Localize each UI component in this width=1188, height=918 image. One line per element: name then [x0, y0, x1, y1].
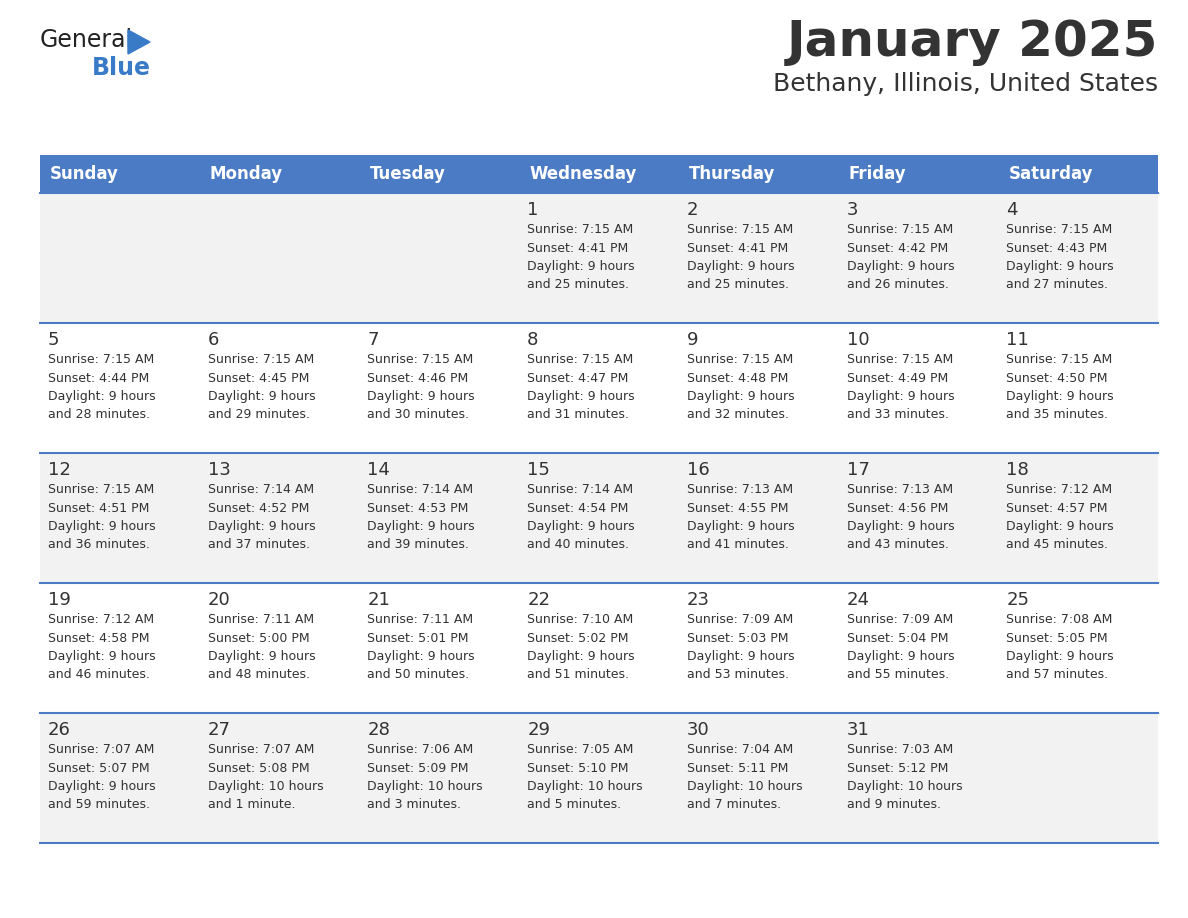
- Text: Sunrise: 7:08 AM
Sunset: 5:05 PM
Daylight: 9 hours
and 57 minutes.: Sunrise: 7:08 AM Sunset: 5:05 PM Dayligh…: [1006, 613, 1114, 681]
- Bar: [678, 155, 839, 193]
- Bar: [40, 453, 1158, 583]
- Text: 18: 18: [1006, 461, 1029, 479]
- Text: Bethany, Illinois, United States: Bethany, Illinois, United States: [773, 72, 1158, 96]
- Text: 22: 22: [527, 591, 550, 609]
- Text: 13: 13: [208, 461, 230, 479]
- Text: Sunrise: 7:15 AM
Sunset: 4:44 PM
Daylight: 9 hours
and 28 minutes.: Sunrise: 7:15 AM Sunset: 4:44 PM Dayligh…: [48, 353, 156, 421]
- Text: 27: 27: [208, 721, 230, 739]
- Text: 30: 30: [687, 721, 709, 739]
- Text: 4: 4: [1006, 201, 1018, 219]
- Bar: [40, 583, 1158, 713]
- Text: 29: 29: [527, 721, 550, 739]
- Text: Sunrise: 7:11 AM
Sunset: 5:01 PM
Daylight: 9 hours
and 50 minutes.: Sunrise: 7:11 AM Sunset: 5:01 PM Dayligh…: [367, 613, 475, 681]
- Text: 28: 28: [367, 721, 391, 739]
- Text: Sunrise: 7:15 AM
Sunset: 4:41 PM
Daylight: 9 hours
and 25 minutes.: Sunrise: 7:15 AM Sunset: 4:41 PM Dayligh…: [687, 223, 795, 292]
- Text: Sunrise: 7:15 AM
Sunset: 4:46 PM
Daylight: 9 hours
and 30 minutes.: Sunrise: 7:15 AM Sunset: 4:46 PM Dayligh…: [367, 353, 475, 421]
- Text: 3: 3: [847, 201, 858, 219]
- Text: 24: 24: [847, 591, 870, 609]
- Text: Sunrise: 7:04 AM
Sunset: 5:11 PM
Daylight: 10 hours
and 7 minutes.: Sunrise: 7:04 AM Sunset: 5:11 PM Dayligh…: [687, 743, 802, 812]
- Text: Sunrise: 7:15 AM
Sunset: 4:42 PM
Daylight: 9 hours
and 26 minutes.: Sunrise: 7:15 AM Sunset: 4:42 PM Dayligh…: [847, 223, 954, 292]
- Text: 31: 31: [847, 721, 870, 739]
- Text: Sunrise: 7:06 AM
Sunset: 5:09 PM
Daylight: 10 hours
and 3 minutes.: Sunrise: 7:06 AM Sunset: 5:09 PM Dayligh…: [367, 743, 484, 812]
- Text: Sunrise: 7:15 AM
Sunset: 4:43 PM
Daylight: 9 hours
and 27 minutes.: Sunrise: 7:15 AM Sunset: 4:43 PM Dayligh…: [1006, 223, 1114, 292]
- Text: 20: 20: [208, 591, 230, 609]
- Text: 23: 23: [687, 591, 710, 609]
- Text: Sunrise: 7:07 AM
Sunset: 5:07 PM
Daylight: 9 hours
and 59 minutes.: Sunrise: 7:07 AM Sunset: 5:07 PM Dayligh…: [48, 743, 156, 812]
- Text: Sunrise: 7:14 AM
Sunset: 4:52 PM
Daylight: 9 hours
and 37 minutes.: Sunrise: 7:14 AM Sunset: 4:52 PM Dayligh…: [208, 483, 315, 552]
- Bar: [40, 193, 1158, 323]
- Text: 6: 6: [208, 331, 219, 349]
- Text: Thursday: Thursday: [689, 165, 776, 183]
- Text: Wednesday: Wednesday: [529, 165, 637, 183]
- Text: January 2025: January 2025: [786, 18, 1158, 66]
- Text: Sunrise: 7:10 AM
Sunset: 5:02 PM
Daylight: 9 hours
and 51 minutes.: Sunrise: 7:10 AM Sunset: 5:02 PM Dayligh…: [527, 613, 634, 681]
- Bar: [360, 155, 519, 193]
- Text: Sunrise: 7:12 AM
Sunset: 4:58 PM
Daylight: 9 hours
and 46 minutes.: Sunrise: 7:12 AM Sunset: 4:58 PM Dayligh…: [48, 613, 156, 681]
- Bar: [998, 155, 1158, 193]
- Text: 10: 10: [847, 331, 870, 349]
- Text: Tuesday: Tuesday: [369, 165, 446, 183]
- Text: Sunrise: 7:07 AM
Sunset: 5:08 PM
Daylight: 10 hours
and 1 minute.: Sunrise: 7:07 AM Sunset: 5:08 PM Dayligh…: [208, 743, 323, 812]
- Text: Monday: Monday: [210, 165, 283, 183]
- Bar: [200, 155, 360, 193]
- Text: Sunrise: 7:13 AM
Sunset: 4:55 PM
Daylight: 9 hours
and 41 minutes.: Sunrise: 7:13 AM Sunset: 4:55 PM Dayligh…: [687, 483, 795, 552]
- Text: 16: 16: [687, 461, 709, 479]
- Text: 15: 15: [527, 461, 550, 479]
- Text: 12: 12: [48, 461, 71, 479]
- Text: 19: 19: [48, 591, 71, 609]
- Text: Sunrise: 7:15 AM
Sunset: 4:47 PM
Daylight: 9 hours
and 31 minutes.: Sunrise: 7:15 AM Sunset: 4:47 PM Dayligh…: [527, 353, 634, 421]
- Text: Sunrise: 7:15 AM
Sunset: 4:45 PM
Daylight: 9 hours
and 29 minutes.: Sunrise: 7:15 AM Sunset: 4:45 PM Dayligh…: [208, 353, 315, 421]
- Text: 7: 7: [367, 331, 379, 349]
- Text: Sunrise: 7:15 AM
Sunset: 4:41 PM
Daylight: 9 hours
and 25 minutes.: Sunrise: 7:15 AM Sunset: 4:41 PM Dayligh…: [527, 223, 634, 292]
- Text: Sunrise: 7:14 AM
Sunset: 4:53 PM
Daylight: 9 hours
and 39 minutes.: Sunrise: 7:14 AM Sunset: 4:53 PM Dayligh…: [367, 483, 475, 552]
- Bar: [40, 713, 1158, 843]
- Text: General: General: [40, 28, 133, 52]
- Text: Sunrise: 7:13 AM
Sunset: 4:56 PM
Daylight: 9 hours
and 43 minutes.: Sunrise: 7:13 AM Sunset: 4:56 PM Dayligh…: [847, 483, 954, 552]
- Bar: [839, 155, 998, 193]
- Polygon shape: [128, 30, 150, 54]
- Bar: [40, 155, 200, 193]
- Bar: [40, 323, 1158, 453]
- Text: Saturday: Saturday: [1009, 165, 1093, 183]
- Text: Sunrise: 7:14 AM
Sunset: 4:54 PM
Daylight: 9 hours
and 40 minutes.: Sunrise: 7:14 AM Sunset: 4:54 PM Dayligh…: [527, 483, 634, 552]
- Text: 26: 26: [48, 721, 71, 739]
- Text: Sunrise: 7:15 AM
Sunset: 4:49 PM
Daylight: 9 hours
and 33 minutes.: Sunrise: 7:15 AM Sunset: 4:49 PM Dayligh…: [847, 353, 954, 421]
- Text: Blue: Blue: [91, 56, 151, 80]
- Text: 5: 5: [48, 331, 59, 349]
- Text: Sunday: Sunday: [50, 165, 119, 183]
- Text: Sunrise: 7:11 AM
Sunset: 5:00 PM
Daylight: 9 hours
and 48 minutes.: Sunrise: 7:11 AM Sunset: 5:00 PM Dayligh…: [208, 613, 315, 681]
- Text: 11: 11: [1006, 331, 1029, 349]
- Text: Sunrise: 7:15 AM
Sunset: 4:48 PM
Daylight: 9 hours
and 32 minutes.: Sunrise: 7:15 AM Sunset: 4:48 PM Dayligh…: [687, 353, 795, 421]
- Text: Sunrise: 7:12 AM
Sunset: 4:57 PM
Daylight: 9 hours
and 45 minutes.: Sunrise: 7:12 AM Sunset: 4:57 PM Dayligh…: [1006, 483, 1114, 552]
- Text: Sunrise: 7:05 AM
Sunset: 5:10 PM
Daylight: 10 hours
and 5 minutes.: Sunrise: 7:05 AM Sunset: 5:10 PM Dayligh…: [527, 743, 643, 812]
- Text: 14: 14: [367, 461, 391, 479]
- Text: 17: 17: [847, 461, 870, 479]
- Text: 21: 21: [367, 591, 391, 609]
- Text: 8: 8: [527, 331, 538, 349]
- Text: Friday: Friday: [848, 165, 906, 183]
- Text: 25: 25: [1006, 591, 1029, 609]
- Text: Sunrise: 7:15 AM
Sunset: 4:51 PM
Daylight: 9 hours
and 36 minutes.: Sunrise: 7:15 AM Sunset: 4:51 PM Dayligh…: [48, 483, 156, 552]
- Text: 2: 2: [687, 201, 699, 219]
- Text: Sunrise: 7:09 AM
Sunset: 5:04 PM
Daylight: 9 hours
and 55 minutes.: Sunrise: 7:09 AM Sunset: 5:04 PM Dayligh…: [847, 613, 954, 681]
- Text: 9: 9: [687, 331, 699, 349]
- Text: 1: 1: [527, 201, 538, 219]
- Text: Sunrise: 7:15 AM
Sunset: 4:50 PM
Daylight: 9 hours
and 35 minutes.: Sunrise: 7:15 AM Sunset: 4:50 PM Dayligh…: [1006, 353, 1114, 421]
- Text: Sunrise: 7:03 AM
Sunset: 5:12 PM
Daylight: 10 hours
and 9 minutes.: Sunrise: 7:03 AM Sunset: 5:12 PM Dayligh…: [847, 743, 962, 812]
- Text: Sunrise: 7:09 AM
Sunset: 5:03 PM
Daylight: 9 hours
and 53 minutes.: Sunrise: 7:09 AM Sunset: 5:03 PM Dayligh…: [687, 613, 795, 681]
- Bar: [519, 155, 678, 193]
